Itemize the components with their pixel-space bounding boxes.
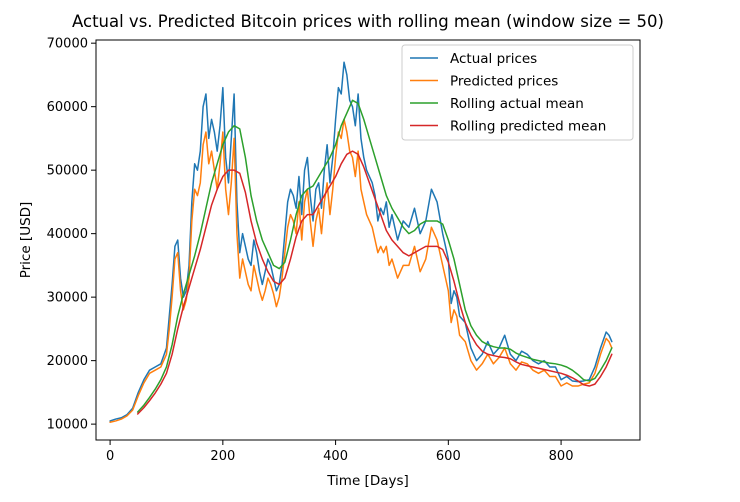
series-line-2 xyxy=(136,99,613,413)
y-axis: 10000 20000 30000 40000 50000 60000 70000 xyxy=(47,37,96,433)
y-tick-label-3: 40000 xyxy=(47,227,88,242)
legend-label-2: Rolling actual mean xyxy=(450,96,584,112)
legend: Actual prices Predicted prices Rolling act… xyxy=(401,44,634,141)
plot-frame xyxy=(95,39,641,441)
y-tick-label-6: 70000 xyxy=(47,37,88,52)
x-axis-label: Time [Days] xyxy=(326,473,409,489)
chart-title: Actual vs. Predicted Bitcoin prices with… xyxy=(72,12,664,31)
legend-box xyxy=(401,44,634,141)
y-tick-label-1: 20000 xyxy=(47,354,88,369)
legend-label-1: Predicted prices xyxy=(450,74,558,90)
x-tick-label-2: 400 xyxy=(323,449,348,464)
y-tick-label-4: 50000 xyxy=(47,164,88,179)
series-line-1 xyxy=(109,118,613,423)
y-tick-label-5: 60000 xyxy=(47,100,88,115)
x-axis: 0 200 400 600 800 xyxy=(106,440,574,464)
series-line-0 xyxy=(109,61,613,422)
x-tick-label-0: 0 xyxy=(106,449,114,464)
legend-label-3: Rolling predicted mean xyxy=(450,119,606,135)
y-axis-label: Price [USD] xyxy=(18,202,34,279)
legend-label-0: Actual prices xyxy=(450,51,537,67)
x-tick-label-3: 600 xyxy=(436,449,461,464)
series-line-3 xyxy=(136,150,613,415)
y-tick-label-2: 30000 xyxy=(47,291,88,306)
y-tick-label-0: 10000 xyxy=(47,418,88,433)
x-tick-label-1: 200 xyxy=(210,449,235,464)
x-tick-label-4: 800 xyxy=(549,449,574,464)
plot-lines xyxy=(109,61,613,423)
